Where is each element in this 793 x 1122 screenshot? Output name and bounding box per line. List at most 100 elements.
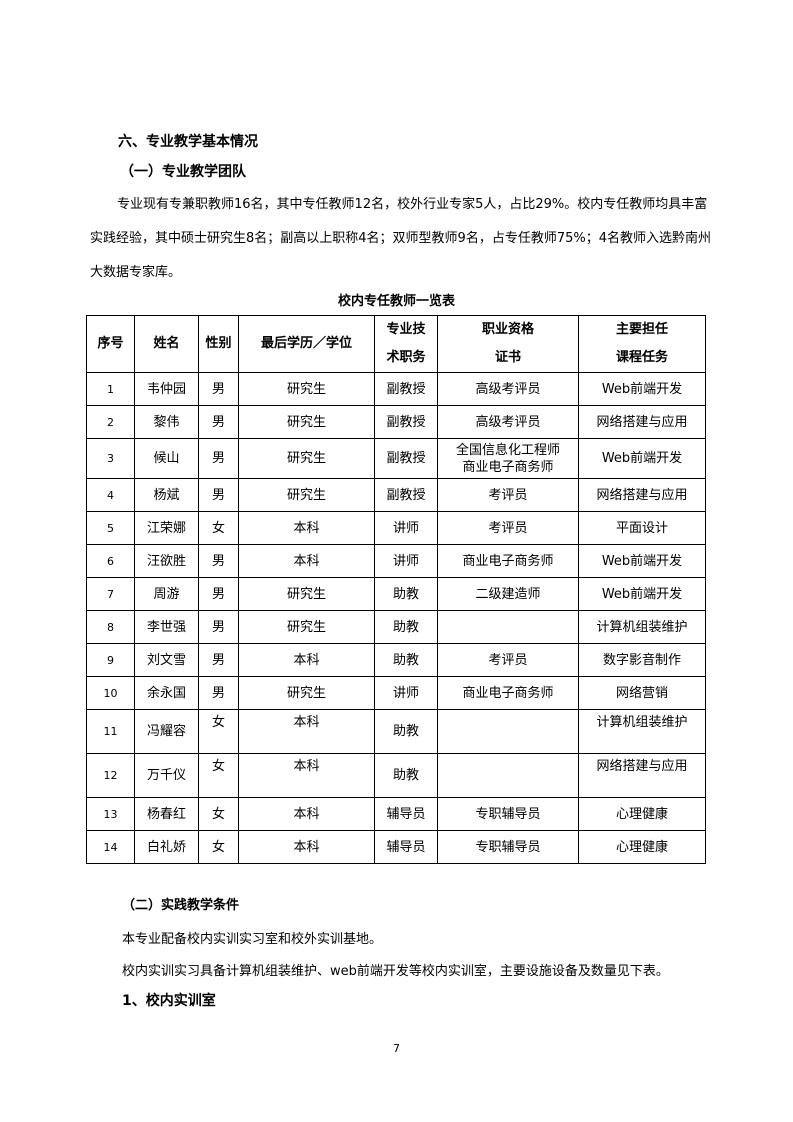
table-cell: 3 — [86, 438, 135, 479]
table-cell: 副教授 — [374, 405, 438, 439]
table-cell: 本科 — [238, 753, 375, 798]
table-cell: 8 — [86, 610, 135, 644]
table-cell: 男 — [198, 405, 239, 439]
table-cell — [437, 610, 579, 644]
table-cell: 本科 — [238, 797, 375, 831]
table-cell: 本科 — [238, 544, 375, 578]
table-cell: 男 — [198, 643, 239, 677]
table-cell: Web前端开发 — [578, 544, 706, 578]
table-cell: 5 — [86, 511, 135, 545]
table-cell: 专职辅导员 — [437, 797, 579, 831]
team-paragraph: 专业现有专兼职教师16名，其中专任教师12名，校外行业专家5人，占比29%。校内… — [90, 197, 711, 280]
table-cell: 数字影音制作 — [578, 643, 706, 677]
table-cell: 11 — [86, 709, 135, 754]
table-cell: 男 — [198, 577, 239, 611]
table-cell: 万千仪 — [134, 753, 199, 798]
table-row: 11 冯耀容女本科 助教 计算机组装维护 — [86, 709, 706, 754]
table-cell: 周游 — [134, 577, 199, 611]
table-row: 7 周游男研究生 助教 二级建造师 Web前端开发 — [86, 577, 706, 611]
table-cell: Web前端开发 — [578, 438, 706, 479]
table-cell: 本科 — [238, 511, 375, 545]
table-cell: 高级考评员 — [437, 372, 579, 406]
table-cell: 候山 — [134, 438, 199, 479]
table-cell: 14 — [86, 830, 135, 864]
table-cell: 2 — [86, 405, 135, 439]
table-cell: 男 — [198, 676, 239, 710]
table-row: 8 李世强男研究生 助教 计算机组装维护 — [86, 610, 706, 644]
table-cell: 李世强 — [134, 610, 199, 644]
section-title: 六、专业教学基本情况 — [118, 134, 258, 150]
table-row: 13 杨春红女本科 辅导员 专职辅导员 心理健康 — [86, 797, 706, 831]
table-cell: 杨春红 — [134, 797, 199, 831]
table-cell: 男 — [198, 438, 239, 479]
table-cell: Web前端开发 — [578, 577, 706, 611]
table-cell: 韦仲园 — [134, 372, 199, 406]
table-row: 1 韦仲园男研究生 副教授 高级考评员 Web前端开发 — [86, 372, 706, 406]
column-header: 性别 — [198, 315, 239, 373]
table-cell: 9 — [86, 643, 135, 677]
table-cell: 副教授 — [374, 478, 438, 512]
table-cell: 本科 — [238, 643, 375, 677]
table-row: 3 候山男研究生 副教授 全国信息化工程师 商业电子商务师 Web前端开发 — [86, 438, 706, 479]
table-cell: 网络搭建与应用 — [578, 753, 706, 798]
table-row: 2 黎伟男研究生 副教授 高级考评员 网络搭建与应用 — [86, 405, 706, 439]
table-row: 4 杨斌男研究生 副教授 考评员 网络搭建与应用 — [86, 478, 706, 512]
table-cell: 刘文雪 — [134, 643, 199, 677]
table-cell: 男 — [198, 544, 239, 578]
table-cell: 助教 — [374, 577, 438, 611]
table-cell: 研究生 — [238, 676, 375, 710]
table-cell: 平面设计 — [578, 511, 706, 545]
table-cell: 计算机组装维护 — [578, 610, 706, 644]
table-cell: 计算机组装维护 — [578, 709, 706, 754]
table-cell: 辅导员 — [374, 797, 438, 831]
table-cell: 讲师 — [374, 544, 438, 578]
table-cell: 白礼娇 — [134, 830, 199, 864]
table-cell: 7 — [86, 577, 135, 611]
table-header-row: 序号 姓名 性别 最后学历／学位 专业技 术职务 职业资格 证书 主要担任 课程任务 — [86, 315, 706, 373]
table-cell: 余永国 — [134, 676, 199, 710]
subsection-title-practice: （二）实践教学条件 — [122, 898, 240, 913]
table-cell: 4 — [86, 478, 135, 512]
table-cell: 杨斌 — [134, 478, 199, 512]
table-cell: 网络搭建与应用 — [578, 405, 706, 439]
table-cell: 心理健康 — [578, 797, 706, 831]
table-cell: 研究生 — [238, 478, 375, 512]
table-caption: 校内专任教师一览表 — [337, 294, 455, 309]
table-cell: 考评员 — [437, 511, 579, 545]
table-cell: 讲师 — [374, 676, 438, 710]
table-cell: 考评员 — [437, 643, 579, 677]
subsection-title-labs: 1、校内实训室 — [122, 993, 216, 1009]
table-cell: Web前端开发 — [578, 372, 706, 406]
table-cell: 讲师 — [374, 511, 438, 545]
table-cell: 辅导员 — [374, 830, 438, 864]
table-cell: 女 — [198, 830, 239, 864]
table-cell: 冯耀容 — [134, 709, 199, 754]
table-cell: 网络搭建与应用 — [578, 478, 706, 512]
table-cell: 13 — [86, 797, 135, 831]
table-row: 5 江荣娜女本科 讲师 考评员 平面设计 — [86, 511, 706, 545]
column-header: 姓名 — [134, 315, 199, 373]
table-cell: 本科 — [238, 830, 375, 864]
table-cell — [437, 753, 579, 798]
table-cell: 商业电子商务师 — [437, 676, 579, 710]
table-cell: 女 — [198, 511, 239, 545]
table-cell: 副教授 — [374, 372, 438, 406]
table-cell: 江荣娜 — [134, 511, 199, 545]
table-cell: 本科 — [238, 709, 375, 754]
page-number: 7 — [393, 1042, 400, 1055]
table-cell: 网络营销 — [578, 676, 706, 710]
table-cell: 1 — [86, 372, 135, 406]
table-cell: 考评员 — [437, 478, 579, 512]
table-cell: 汪欲胜 — [134, 544, 199, 578]
table-cell: 研究生 — [238, 610, 375, 644]
table-row: 6 汪欲胜男本科 讲师 商业电子商务师 Web前端开发 — [86, 544, 706, 578]
column-header: 最后学历／学位 — [238, 315, 375, 373]
table-cell: 二级建造师 — [437, 577, 579, 611]
table-cell: 心理健康 — [578, 830, 706, 864]
practice-paragraph-1: 本专业配备校内实训实习室和校外实训基地。 — [122, 932, 383, 947]
table-cell: 男 — [198, 478, 239, 512]
table-cell: 男 — [198, 610, 239, 644]
table-cell: 女 — [198, 709, 239, 754]
column-header: 专业技 术职务 — [374, 315, 438, 373]
subsection-title-team: （一）专业教学团队 — [120, 164, 246, 180]
